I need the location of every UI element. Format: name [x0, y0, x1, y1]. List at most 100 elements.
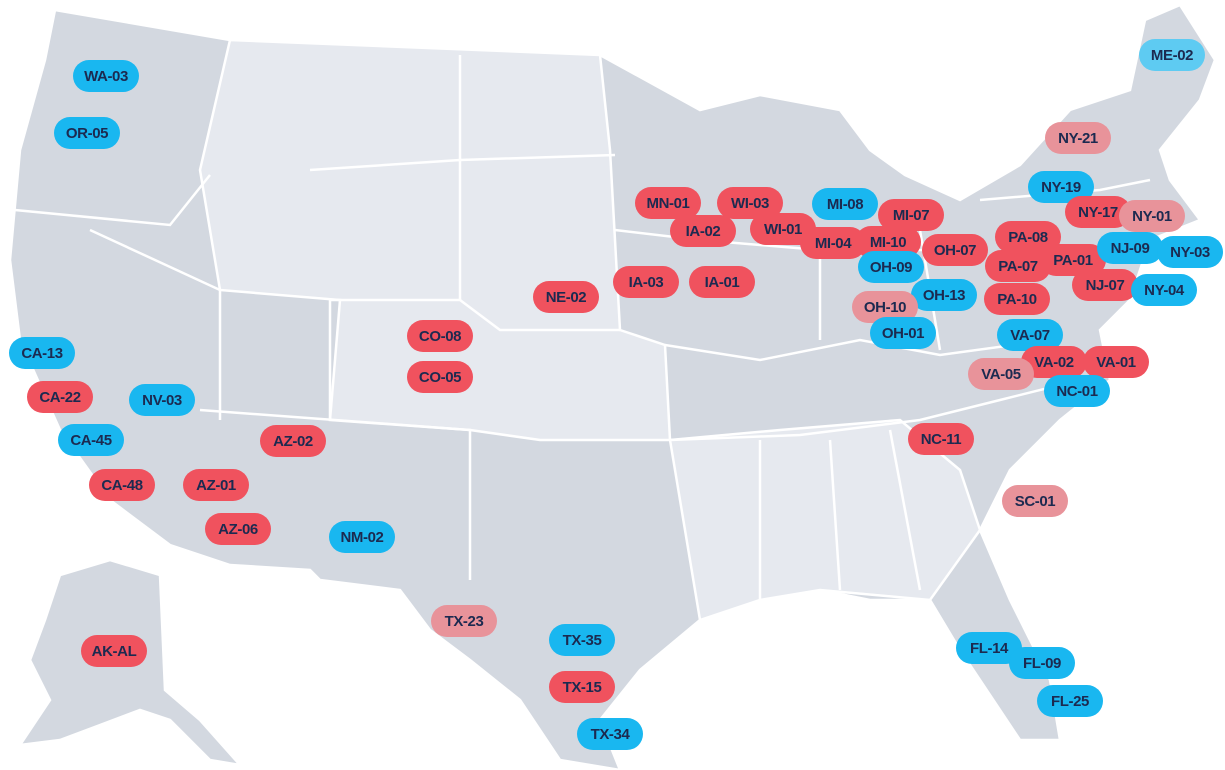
state-border	[199, 408, 472, 580]
marker-pill	[800, 227, 866, 259]
district-marker: AK-AL	[81, 635, 147, 667]
district-marker: VA-07	[997, 319, 1063, 351]
marker-pill	[878, 199, 944, 231]
marker-label: FL-14	[970, 640, 1009, 657]
marker-label: FL-25	[1051, 693, 1089, 710]
district-marker: IA-03	[613, 266, 679, 298]
marker-label: MI-04	[815, 235, 852, 252]
district-marker: ME-02	[1139, 39, 1205, 71]
marker-label: PA-07	[998, 258, 1037, 275]
marker-pill	[1028, 171, 1094, 203]
marker-label: TX-34	[591, 726, 631, 743]
marker-pill	[54, 117, 120, 149]
state-border	[979, 178, 1151, 202]
district-marker: OH-07	[922, 234, 988, 266]
marker-label: SC-01	[1015, 493, 1056, 510]
marker-label: MI-08	[827, 196, 863, 213]
marker-label: NC-01	[1056, 383, 1097, 400]
marker-pill	[717, 187, 783, 219]
district-marker: CA-13	[9, 337, 75, 369]
marker-label: CA-45	[70, 432, 111, 449]
marker-label: AZ-01	[196, 477, 236, 494]
marker-label: NY-03	[1170, 244, 1210, 261]
district-marker: VA-02	[1021, 346, 1087, 378]
district-marker: AZ-06	[205, 513, 271, 545]
marker-label: AZ-02	[273, 433, 313, 450]
marker-label: IA-01	[705, 274, 740, 291]
marker-label: OH-07	[934, 242, 976, 259]
marker-label: VA-07	[1010, 327, 1049, 344]
district-marker: TX-15	[549, 671, 615, 703]
state-border	[89, 228, 222, 420]
marker-pill	[922, 234, 988, 266]
district-marker: NY-19	[1028, 171, 1094, 203]
marker-label: NJ-07	[1086, 277, 1125, 294]
marker-label: CO-08	[419, 328, 461, 345]
marker-pill	[1002, 485, 1068, 517]
marker-label: NY-01	[1132, 208, 1172, 225]
district-marker: OR-05	[54, 117, 120, 149]
marker-label: OR-05	[66, 125, 108, 142]
district-marker: WI-03	[717, 187, 783, 219]
marker-pill	[855, 226, 921, 258]
district-marker: NV-03	[129, 384, 195, 416]
marker-pill	[1131, 274, 1197, 306]
marker-pill	[89, 469, 155, 501]
marker-pill	[1072, 269, 1138, 301]
marker-label: MI-07	[893, 207, 929, 224]
district-marker: MI-08	[812, 188, 878, 220]
marker-pill	[27, 381, 93, 413]
marker-pill	[812, 188, 878, 220]
district-marker: NC-11	[908, 423, 974, 455]
marker-label: TX-15	[563, 679, 602, 696]
marker-label: TX-23	[445, 613, 484, 630]
marker-label: NJ-09	[1111, 240, 1150, 257]
district-marker: NE-02	[533, 281, 599, 313]
district-marker: IA-02	[670, 215, 736, 247]
marker-pill	[58, 424, 124, 456]
district-marker: PA-08	[995, 221, 1061, 253]
district-marker: FL-09	[1009, 647, 1075, 679]
district-marker: CO-08	[407, 320, 473, 352]
marker-label: VA-01	[1096, 354, 1135, 371]
marker-label: NV-03	[142, 392, 182, 409]
marker-label: NM-02	[340, 529, 383, 546]
marker-pill	[750, 213, 816, 245]
marker-pill	[1009, 647, 1075, 679]
marker-label: WI-01	[764, 221, 802, 238]
district-marker: NJ-09	[1097, 232, 1163, 264]
marker-pill	[549, 624, 615, 656]
marker-pill	[205, 513, 271, 545]
marker-pill	[183, 469, 249, 501]
marker-pill	[956, 632, 1022, 664]
south-region	[668, 418, 982, 622]
marker-pill	[533, 281, 599, 313]
district-marker: NY-01	[1119, 200, 1185, 232]
marker-label: PA-08	[1008, 229, 1047, 246]
marker-pill	[1044, 375, 1110, 407]
district-marker: IA-01	[689, 266, 755, 298]
marker-label: NY-04	[1144, 282, 1185, 299]
marker-label: IA-02	[686, 223, 721, 240]
marker-pill	[984, 283, 1050, 315]
marker-pill	[1021, 346, 1087, 378]
marker-pill	[985, 250, 1051, 282]
district-marker: NM-02	[329, 521, 395, 553]
district-markers: WA-03 OR-05 ME-02 NY-21 NY-19 NY-17 NY-01 MN-01…	[9, 39, 1223, 750]
marker-label: VA-05	[981, 366, 1020, 383]
district-marker: WI-01	[750, 213, 816, 245]
marker-pill	[81, 635, 147, 667]
marker-label: OH-10	[864, 299, 906, 316]
marker-label: OH-09	[870, 259, 912, 276]
district-marker: PA-10	[984, 283, 1050, 315]
marker-pill	[1040, 244, 1106, 276]
marker-pill	[1065, 196, 1131, 228]
marker-pill	[995, 221, 1061, 253]
marker-pill	[9, 337, 75, 369]
marker-label: AZ-06	[218, 521, 258, 538]
district-marker: WA-03	[73, 60, 139, 92]
state-border	[14, 174, 211, 227]
marker-pill	[577, 718, 643, 750]
district-marker: CA-45	[58, 424, 124, 456]
